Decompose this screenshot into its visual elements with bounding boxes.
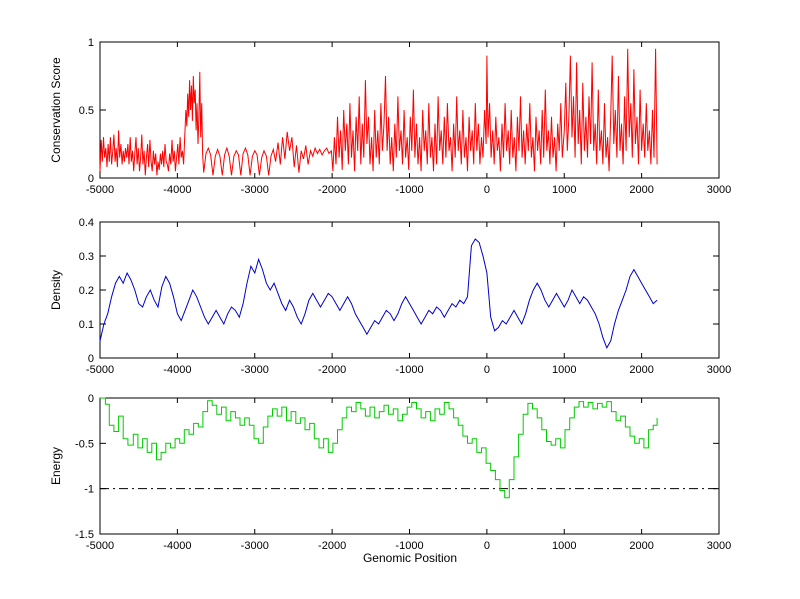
x-tick-label: 3000 (707, 540, 731, 552)
axes-box-energy (99, 397, 720, 535)
ylabel-density: Density (49, 270, 63, 310)
x-tick-label: -4000 (163, 540, 191, 552)
x-tick-label: 2000 (629, 364, 653, 376)
y-tick-label: 0.5 (79, 105, 94, 117)
x-tick-label: -2000 (318, 184, 346, 196)
x-tick-label: -2000 (318, 364, 346, 376)
y-tick-label: 0 (88, 173, 94, 185)
y-tick-label: 0.3 (79, 251, 94, 263)
ylabel-energy: Energy (49, 447, 63, 485)
x-tick-label: 1000 (552, 540, 576, 552)
x-tick-label: -5000 (86, 364, 114, 376)
y-tick-label: 0 (88, 353, 94, 365)
series-line-energy (100, 397, 658, 499)
xlabel-genomic-position: Genomic Position (363, 551, 457, 565)
x-tick-label: 2000 (629, 184, 653, 196)
x-tick-label: 1000 (552, 364, 576, 376)
x-ticks-density: -5000 -4000 -3000 -2000 -1000 0 1000 2000 3000 (86, 222, 731, 376)
x-tick-label: -2000 (318, 540, 346, 552)
x-tick-label: -4000 (163, 364, 191, 376)
x-tick-label: 0 (484, 540, 490, 552)
y-tick-label: 0.4 (79, 217, 94, 229)
x-tick-label: 3000 (707, 364, 731, 376)
x-tick-label: -1000 (395, 364, 423, 376)
subplot-conservation-score: -5000 -4000 -3000 -2000 -1000 0 1000 2000 300000… (79, 37, 732, 196)
x-tick-label: -5000 (86, 540, 114, 552)
y-tick-label: 0 (88, 393, 94, 405)
x-tick-label: -5000 (86, 184, 114, 196)
x-tick-label: -1000 (395, 540, 423, 552)
x-tick-label: 2000 (629, 540, 653, 552)
x-tick-label: -1000 (395, 184, 423, 196)
x-tick-label: 0 (484, 364, 490, 376)
plots-layer: -5000 -4000 -3000 -2000 -1000 0 1000 2000 300000… (75, 37, 731, 552)
y-ticks-conservation-score: 00.51 (79, 37, 719, 185)
x-tick-label: 0 (484, 184, 490, 196)
series-line-density (99, 238, 658, 349)
subplot-density: -5000 -4000 -3000 -2000 -1000 0 1000 2000 300000… (79, 217, 732, 376)
x-tick-label: -4000 (163, 184, 191, 196)
x-tick-label: 3000 (707, 184, 731, 196)
y-ticks-density: 0 0.1 0.2 0.3 0.4 (79, 217, 719, 365)
subplot-energy: -5000 -4000 -3000 -2000 -1000 0 1000 2000 3000-1… (75, 393, 731, 552)
x-tick-label: 1000 (552, 184, 576, 196)
x-tick-label: -3000 (241, 184, 269, 196)
y-tick-label: 0.2 (79, 285, 94, 297)
y-tick-label: -1.5 (75, 529, 94, 541)
y-tick-label: -0.5 (75, 438, 94, 450)
x-tick-label: -3000 (241, 364, 269, 376)
x-tick-label: -3000 (241, 540, 269, 552)
ylabel-conservation-score: Conservation Score (49, 57, 63, 163)
y-tick-label: -1 (84, 484, 94, 496)
x-ticks-conservation-score: -5000 -4000 -3000 -2000 -1000 0 1000 2000 3000 (86, 42, 731, 196)
x-ticks-energy: -5000 -4000 -3000 -2000 -1000 0 1000 2000 3000 (86, 398, 731, 552)
y-tick-label: 0.1 (79, 319, 94, 331)
y-tick-label: 1 (88, 37, 94, 49)
series-line-conservation-score (99, 48, 658, 176)
y-ticks-energy: -1.5 -1 -0.5 0 (75, 393, 719, 541)
